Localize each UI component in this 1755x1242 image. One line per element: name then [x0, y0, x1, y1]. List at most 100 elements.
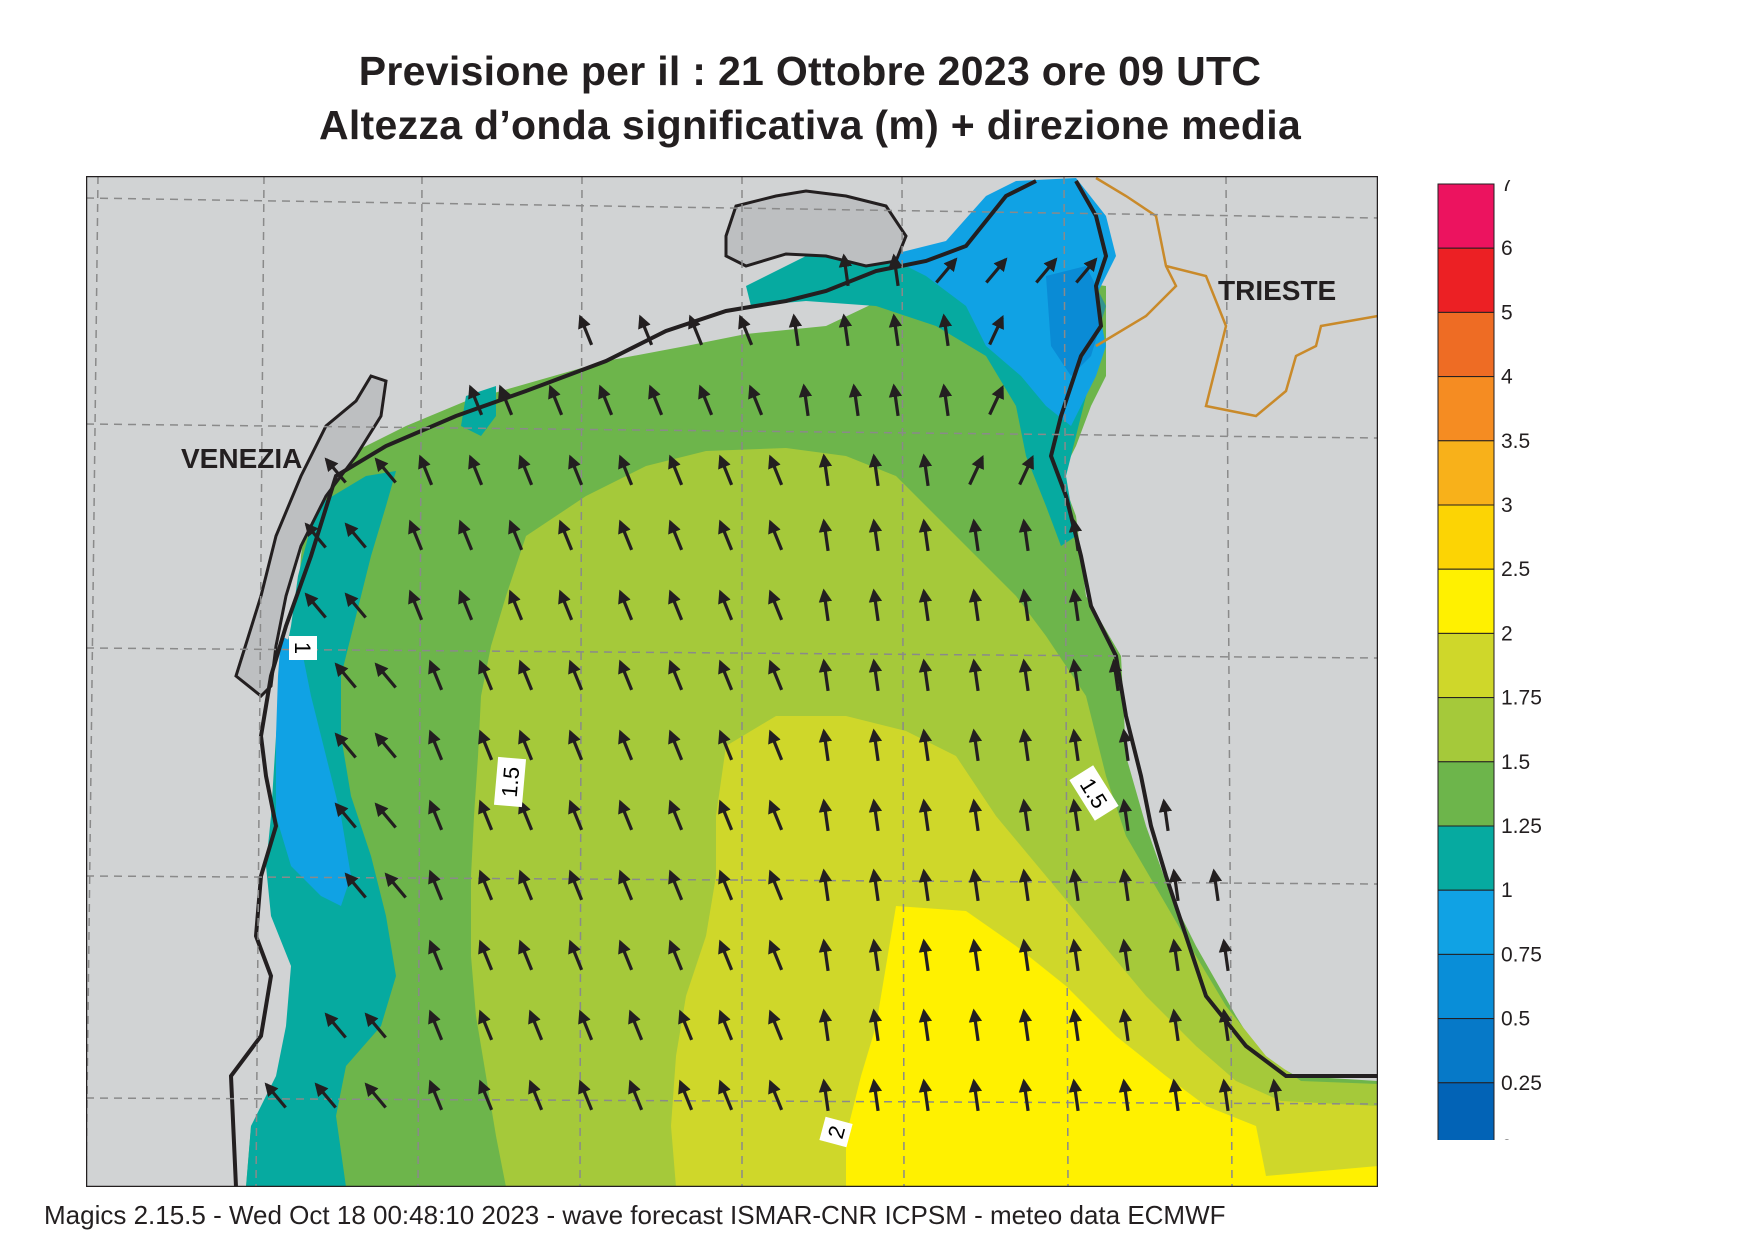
wave-direction-arrow	[374, 457, 397, 484]
sea-band-0.75-west	[276, 636, 351, 906]
wave-direction-arrow	[364, 1082, 387, 1109]
wave-direction-arrow	[848, 383, 863, 417]
wave-direction-arrow	[1168, 1078, 1183, 1112]
wave-direction-arrow	[918, 453, 933, 487]
wave-direction-arrow	[918, 728, 933, 762]
wave-direction-arrow	[428, 1009, 444, 1041]
wave-direction-arrow	[968, 518, 983, 552]
wave-direction-arrow	[304, 592, 327, 619]
sea-band-0.75-north	[886, 178, 1116, 426]
legend-tick-label: 0.25	[1501, 1072, 1542, 1095]
legend-swatch	[1437, 1018, 1495, 1084]
wave-direction-arrow	[568, 659, 584, 691]
contour-label-1.5-west: 1.5	[493, 756, 527, 808]
wave-direction-arrow	[1218, 1008, 1233, 1042]
wave-direction-arrow	[968, 588, 983, 622]
wave-direction-arrow	[568, 869, 584, 901]
wave-direction-arrow	[768, 939, 784, 971]
wave-direction-arrow	[478, 1009, 494, 1041]
wave-direction-arrow	[1068, 1078, 1083, 1112]
wave-direction-arrow	[748, 384, 764, 416]
wave-direction-arrow	[1208, 868, 1223, 902]
wave-direction-arrow	[1068, 938, 1083, 972]
legend-tick-label: 1.75	[1501, 687, 1542, 710]
wave-direction-arrow	[1068, 1008, 1083, 1042]
legend-tick-label: 3	[1501, 494, 1513, 517]
wave-direction-arrow	[428, 729, 444, 761]
wave-direction-arrows	[264, 253, 1283, 1112]
wave-direction-arrow	[918, 518, 933, 552]
wave-direction-arrow	[408, 589, 424, 621]
wave-direction-arrow	[478, 939, 494, 971]
wave-direction-arrow	[418, 454, 434, 486]
wave-direction-arrow	[968, 798, 983, 832]
wave-direction-arrow	[768, 589, 784, 621]
wave-direction-arrow	[1118, 1078, 1133, 1112]
wave-direction-arrow	[628, 1079, 644, 1111]
wave-direction-arrow	[1018, 798, 1033, 832]
wave-direction-arrow	[1218, 938, 1233, 972]
wave-direction-arrow	[578, 1009, 594, 1041]
wave-direction-arrow	[478, 799, 494, 831]
wave-direction-arrow	[918, 588, 933, 622]
wave-direction-arrow	[324, 1012, 347, 1039]
wave-direction-arrow	[374, 802, 397, 829]
wave-direction-arrow	[478, 869, 494, 901]
wave-direction-arrow	[628, 1009, 644, 1041]
wave-direction-arrow	[618, 519, 634, 551]
legend-swatch	[1437, 247, 1495, 313]
wave-direction-arrow	[428, 659, 444, 691]
legend-tick-label: 6	[1501, 237, 1513, 260]
wave-direction-arrow	[334, 732, 357, 759]
legend-tick-label: 1	[1501, 879, 1513, 902]
wave-direction-arrow	[798, 383, 813, 417]
wave-direction-arrow	[618, 454, 634, 486]
map-title-line2: Altezza d’onda significativa (m) + direz…	[318, 102, 1302, 148]
wave-direction-arrow	[868, 658, 883, 692]
wave-direction-arrow	[768, 1009, 784, 1041]
wave-direction-arrow	[968, 1008, 983, 1042]
wave-direction-arrow	[618, 589, 634, 621]
wave-direction-arrow	[918, 798, 933, 832]
wave-direction-arrow	[1018, 938, 1033, 972]
wave-direction-arrow	[668, 589, 684, 621]
legend-swatch	[1437, 1082, 1495, 1140]
wave-direction-arrow	[818, 728, 833, 762]
wave-direction-arrow	[1068, 798, 1083, 832]
wave-direction-arrow	[1018, 658, 1033, 692]
wave-direction-arrow	[818, 588, 833, 622]
wave-direction-arrow	[968, 1078, 983, 1112]
wave-direction-arrow	[408, 519, 424, 551]
label-venezia: VENEZIA	[181, 443, 302, 474]
wave-direction-arrow	[568, 729, 584, 761]
contour-label-2: 2	[819, 1116, 853, 1148]
wave-direction-arrow	[618, 729, 634, 761]
wave-direction-arrow	[968, 454, 984, 486]
wave-direction-arrow	[508, 589, 524, 621]
wave-direction-arrow	[988, 384, 1004, 416]
wave-direction-arrow	[528, 1079, 544, 1111]
wave-direction-arrow	[548, 384, 564, 416]
wave-direction-arrow	[935, 257, 958, 284]
wave-direction-arrow	[968, 658, 983, 692]
wave-direction-arrow	[918, 1008, 933, 1042]
wave-direction-arrow	[818, 658, 833, 692]
wave-direction-arrow	[788, 313, 803, 347]
wave-direction-arrow	[718, 939, 734, 971]
wave-direction-arrow	[818, 453, 833, 487]
label-trieste: TRIESTE	[1218, 275, 1336, 306]
wave-direction-arrow	[428, 869, 444, 901]
wave-direction-arrow	[638, 314, 654, 346]
wave-direction-arrow	[1118, 728, 1133, 762]
wave-direction-arrow	[1168, 1008, 1183, 1042]
wave-direction-arrow	[518, 659, 534, 691]
wave-direction-arrow	[668, 799, 684, 831]
wave-direction-arrow	[668, 519, 684, 551]
legend-swatch	[1437, 183, 1495, 249]
wave-direction-arrow	[1068, 588, 1083, 622]
wave-direction-arrow	[568, 454, 584, 486]
legend-tick-label: 7	[1501, 180, 1513, 196]
map-title-line1: Previsione per il : 21 Ottobre 2023 ore …	[358, 48, 1262, 94]
legend-tick-label: 2.5	[1501, 558, 1530, 581]
wave-direction-arrow	[668, 659, 684, 691]
